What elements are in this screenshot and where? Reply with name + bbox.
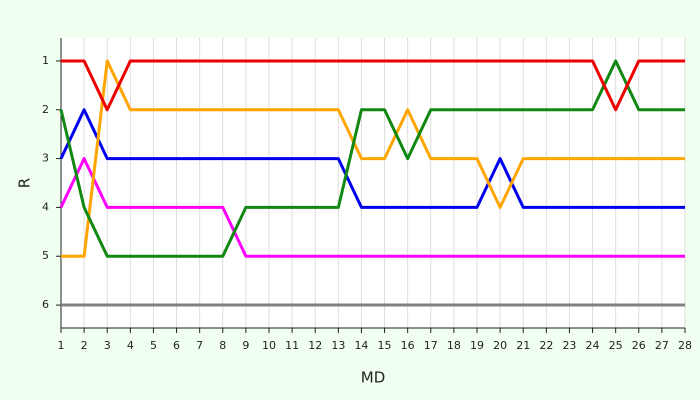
x-axis-title: MD (361, 369, 386, 387)
y-tick-label: 6 (42, 298, 49, 311)
y-tick-label: 3 (42, 152, 49, 165)
x-tick-label: 13 (331, 339, 345, 352)
x-tick-label: 5 (150, 339, 157, 352)
x-tick-label: 27 (655, 339, 669, 352)
x-tick-label: 19 (470, 339, 484, 352)
x-tick-label: 16 (401, 339, 415, 352)
x-tick-label: 21 (516, 339, 530, 352)
x-tick-label: 9 (242, 339, 249, 352)
series-line (59, 157, 685, 258)
series-line (59, 59, 685, 258)
y-tick-label: 2 (42, 103, 49, 116)
x-tick-label: 14 (354, 339, 368, 352)
x-tick-label: 20 (493, 339, 507, 352)
x-tick-label: 2 (81, 339, 88, 352)
y-tick-label: 5 (42, 249, 49, 262)
x-tick-label: 10 (262, 339, 276, 352)
x-tick-label: 22 (539, 339, 553, 352)
y-axis-title: R (16, 178, 34, 188)
x-tick-label: 12 (308, 339, 322, 352)
x-tick-label: 18 (447, 339, 461, 352)
x-tick-label: 8 (219, 339, 226, 352)
series-line (59, 108, 685, 209)
x-tick-label: 1 (58, 339, 65, 352)
x-tick-label: 24 (586, 339, 600, 352)
x-tick-label: 25 (609, 339, 623, 352)
x-tick-label: 6 (173, 339, 180, 352)
x-tick-label: 17 (424, 339, 438, 352)
x-tick-label: 23 (562, 339, 576, 352)
x-tick-label: 11 (285, 339, 299, 352)
series-line (61, 59, 685, 258)
x-tick-label: 15 (378, 339, 392, 352)
x-tick-label: 7 (196, 339, 203, 352)
x-tick-label: 4 (127, 339, 134, 352)
y-tick-label: 1 (42, 54, 49, 67)
plot-area (61, 38, 685, 328)
x-tick-label: 28 (678, 339, 692, 352)
series-line (61, 59, 685, 112)
x-tick-label: 3 (104, 339, 111, 352)
y-tick-label: 4 (42, 200, 49, 213)
x-tick-label: 26 (632, 339, 646, 352)
